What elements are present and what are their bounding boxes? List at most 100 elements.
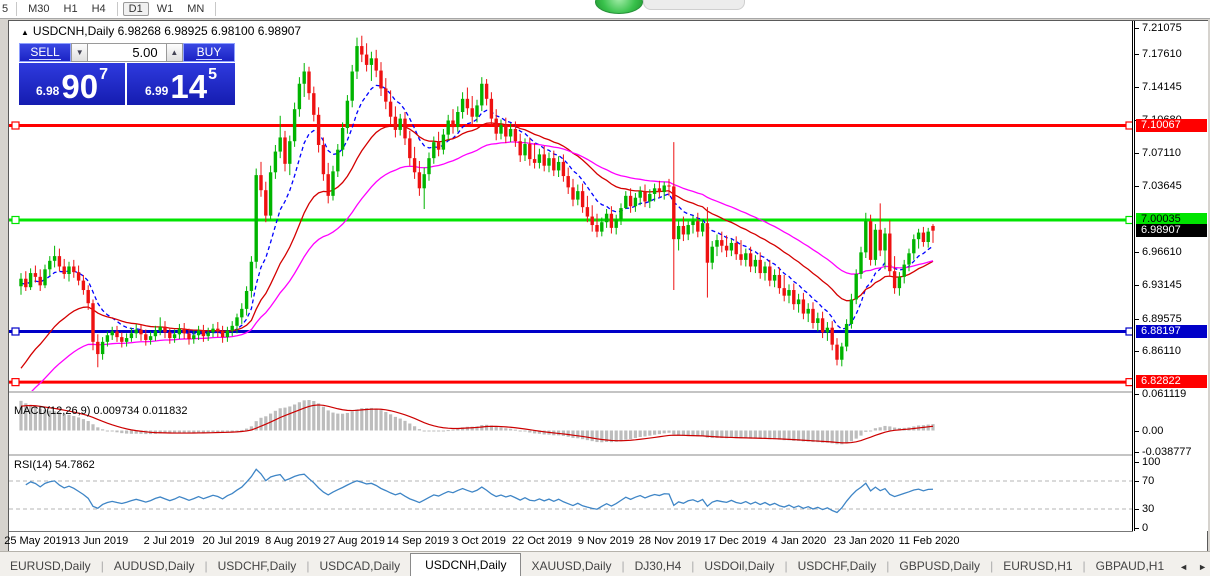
ma-mid-line xyxy=(20,122,934,369)
tabs-scroll-right-button[interactable]: ► xyxy=(1198,562,1207,572)
tab-separator: | xyxy=(886,559,890,573)
tick-mark xyxy=(1135,462,1139,463)
tab-audusd-daily[interactable]: AUDUSD,Daily xyxy=(113,559,195,573)
sell-button[interactable]: SELL xyxy=(19,43,71,62)
tab-separator: | xyxy=(990,559,994,573)
hline-handle[interactable] xyxy=(1125,378,1133,387)
hline-handle[interactable] xyxy=(1125,215,1133,225)
tick-mark xyxy=(1135,481,1139,482)
date-label: 27 Aug 2019 xyxy=(323,535,385,547)
date-label: 17 Dec 2019 xyxy=(703,535,767,547)
macd-tick-0.061119: 0.061119 xyxy=(1142,388,1187,401)
hline-handle[interactable] xyxy=(11,327,20,336)
date-label: 22 Oct 2019 xyxy=(512,535,572,547)
hline-price-label-7.00035: 7.00035 xyxy=(1136,213,1207,226)
rsi-pane-label: RSI(14) 54.7862 xyxy=(14,459,95,471)
one-click-trading-panel: SELL ▼ 5.00 ▲ BUY 6.98 90 7 6.99 14 5 xyxy=(19,43,236,105)
hline-handle[interactable] xyxy=(11,121,20,130)
rsi-tick-30: 30 xyxy=(1142,503,1155,515)
candlesticks xyxy=(19,35,935,368)
tab-xauusd-daily[interactable]: XAUUSD,Daily xyxy=(531,559,612,573)
hline-handle[interactable] xyxy=(1125,327,1133,336)
price-tick-6.86110: 6.86110 xyxy=(1142,345,1181,358)
hline-handle[interactable] xyxy=(11,215,20,225)
price-axis[interactable]: 7.210757.176107.141457.106807.071107.036… xyxy=(1134,21,1208,534)
macd-tick-0.00: 0.00 xyxy=(1142,424,1164,437)
date-label: 4 Jan 2020 xyxy=(771,535,827,547)
rsi-line xyxy=(25,468,934,514)
date-label: 2 Jul 2019 xyxy=(143,535,195,547)
macd-pane-label: MACD(12,26,9) 0.009734 0.011832 xyxy=(14,405,188,417)
timeframe-button-m30[interactable]: M30 xyxy=(28,3,50,15)
sell-price-button[interactable]: 6.98 90 7 xyxy=(19,63,125,105)
symbol-tab-bar: EURUSD,Daily | AUDUSD,Daily | USDCHF,Daily | U… xyxy=(0,551,1210,576)
tick-mark xyxy=(1135,87,1139,89)
timeframe-button-h4[interactable]: H4 xyxy=(91,3,106,15)
tabs-scroll-left-button[interactable]: ◄ xyxy=(1179,562,1189,572)
macd-signal-line xyxy=(20,404,934,444)
volume-input[interactable]: 5.00 xyxy=(88,43,166,62)
hline-handle[interactable] xyxy=(1125,121,1133,130)
hline-price-label-6.82822: 6.82822 xyxy=(1136,375,1207,389)
volume-increase-button[interactable]: ▲ xyxy=(165,43,184,62)
tab-separator: | xyxy=(691,559,695,573)
sell-price-big: 90 xyxy=(61,68,99,105)
tab-usdchf-daily[interactable]: USDCHF,Daily xyxy=(217,559,297,573)
timeframe-button-mn[interactable]: MN xyxy=(187,3,205,15)
tick-mark xyxy=(1135,185,1139,187)
date-label: 8 Aug 2019 xyxy=(265,535,321,547)
hline-handle[interactable] xyxy=(11,378,20,387)
toolbar-separator xyxy=(116,2,118,16)
timeframe-button-w1[interactable]: W1 xyxy=(156,3,174,15)
date-label: 23 Jan 2020 xyxy=(833,535,895,547)
tick-mark xyxy=(1135,153,1139,155)
tab-usdcnh-daily[interactable]: USDCNH,Daily xyxy=(410,553,522,576)
tab-eurusd-h1[interactable]: EURUSD,H1 xyxy=(1003,559,1073,573)
toolbar-separator xyxy=(215,2,217,16)
ma-slow-line xyxy=(31,141,934,391)
buy-price-small: 6.99 xyxy=(145,84,169,98)
chart-title: ▲ USDCNH,Daily 6.98268 6.98925 6.98100 6.… xyxy=(21,24,302,38)
tab-eurusd-daily[interactable]: EURUSD,Daily xyxy=(10,559,91,573)
collapse-icon[interactable]: ▲ xyxy=(21,28,29,37)
date-label: 14 Sep 2019 xyxy=(386,535,450,547)
timeframe-button-h1[interactable]: H1 xyxy=(63,3,78,15)
chart-window[interactable]: ▲ USDCNH,Daily 6.98268 6.98925 6.98100 6.… xyxy=(4,20,1208,552)
ma-fast-line xyxy=(20,84,934,335)
date-label: 13 Jun 2019 xyxy=(67,535,129,547)
price-tick-6.89575: 6.89575 xyxy=(1142,312,1182,325)
buy-button[interactable]: BUY xyxy=(183,43,236,62)
date-label: 9 Nov 2019 xyxy=(577,535,635,547)
date-label: 3 Oct 2019 xyxy=(452,535,506,547)
tick-mark xyxy=(1135,351,1139,353)
tab-usdoil-daily[interactable]: USDOil,Daily xyxy=(704,559,775,573)
sell-price-small: 6.98 xyxy=(36,84,60,98)
hline-price-label-6.88197: 6.88197 xyxy=(1136,324,1207,338)
price-tick-7.21075: 7.21075 xyxy=(1142,22,1182,34)
volume-decrease-button[interactable]: ▼ xyxy=(71,43,89,62)
tab-separator: | xyxy=(1082,559,1086,573)
price-tick-7.17610: 7.17610 xyxy=(1142,48,1182,61)
tick-mark xyxy=(1135,509,1139,510)
macd-tick--0.038777: -0.038777 xyxy=(1142,445,1192,458)
tab-separator: | xyxy=(204,559,208,573)
tab-separator: | xyxy=(784,559,788,573)
buy-price-big: 14 xyxy=(170,68,208,105)
tab-dj30-h4[interactable]: DJ30,H4 xyxy=(634,559,682,573)
tick-mark xyxy=(1135,451,1139,453)
timeframe-button-d1[interactable]: D1 xyxy=(122,2,149,16)
tick-mark xyxy=(1135,284,1139,286)
tab-gbpaud-h1[interactable]: GBPAUD,H1 xyxy=(1095,559,1165,573)
date-axis[interactable]: 25 May 2019 13 Jun 2019 2 Jul 2019 20 Jul 2… xyxy=(4,531,1133,551)
date-label: 25 May 2019 xyxy=(4,535,68,547)
tab-separator: | xyxy=(621,559,625,573)
tab-usdcad-daily[interactable]: USDCAD,Daily xyxy=(319,559,401,573)
tab-usdchf-daily[interactable]: USDCHF,Daily xyxy=(797,559,877,573)
tab-gbpusd-daily[interactable]: GBPUSD,Daily xyxy=(899,559,981,573)
buy-price-button[interactable]: 6.99 14 5 xyxy=(127,63,235,105)
toolbar-separator xyxy=(16,2,18,16)
sell-price-sup: 7 xyxy=(99,66,108,83)
rsi-tick-70: 70 xyxy=(1142,475,1155,487)
chart-canvas[interactable] xyxy=(9,21,1133,550)
timeframe-button-m5-partial[interactable]: 5 xyxy=(2,3,9,15)
